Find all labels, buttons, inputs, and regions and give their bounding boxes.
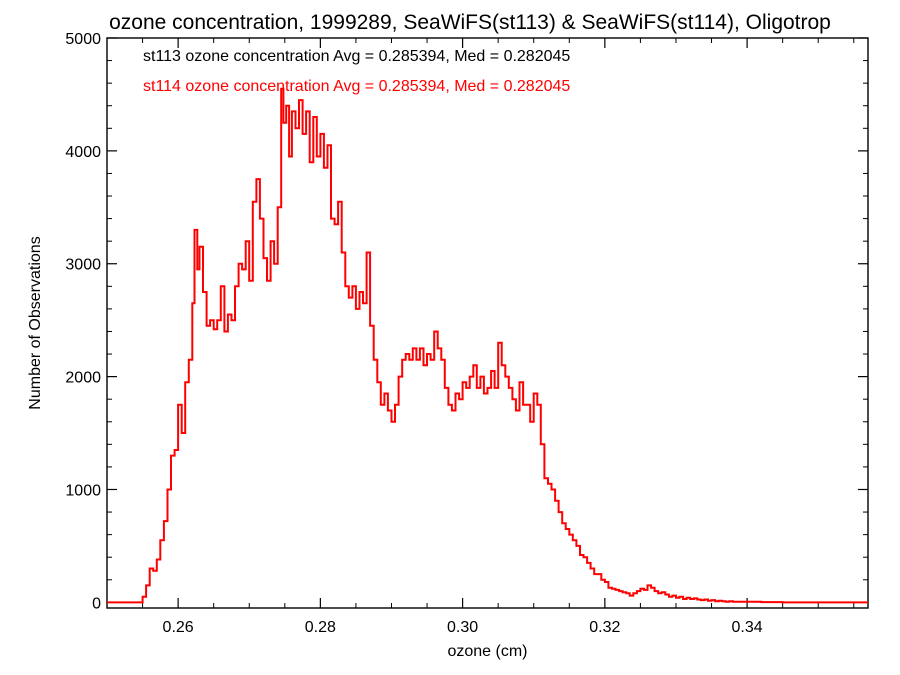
y-tick-label: 1000 [65, 482, 101, 499]
series-layer [107, 87, 868, 604]
y-tick-label: 5000 [65, 31, 101, 48]
y-tick-label: 0 [92, 595, 101, 612]
x-axis-label: ozone (cm) [447, 643, 527, 660]
chart-title: ozone concentration, 1999289, SeaWiFS(st… [109, 11, 831, 34]
x-tick-label: 0.32 [589, 619, 620, 636]
y-axis-label: Number of Observations [27, 236, 44, 409]
x-tick-label: 0.34 [732, 619, 763, 636]
annotations: st113 ozone concentration Avg = 0.285394… [143, 48, 570, 95]
x-tick-label: 0.26 [163, 619, 194, 636]
y-tick-label: 4000 [65, 144, 101, 161]
x-axis: 0.26 0.28 0.30 0.32 0.34 [106, 38, 855, 636]
histogram-series-line [107, 87, 868, 604]
x-tick-label: 0.30 [447, 619, 478, 636]
legend-annotation: st113 ozone concentration Avg = 0.285394… [143, 48, 570, 65]
x-tick-label: 0.28 [305, 619, 336, 636]
y-axis: 0 1000 2000 3000 4000 5000 [65, 31, 868, 612]
plot-frame [106, 37, 869, 609]
y-tick-label: 2000 [65, 370, 101, 387]
legend-annotation: st114 ozone concentration Avg = 0.285394… [143, 78, 570, 95]
y-tick-label: 3000 [65, 257, 101, 274]
